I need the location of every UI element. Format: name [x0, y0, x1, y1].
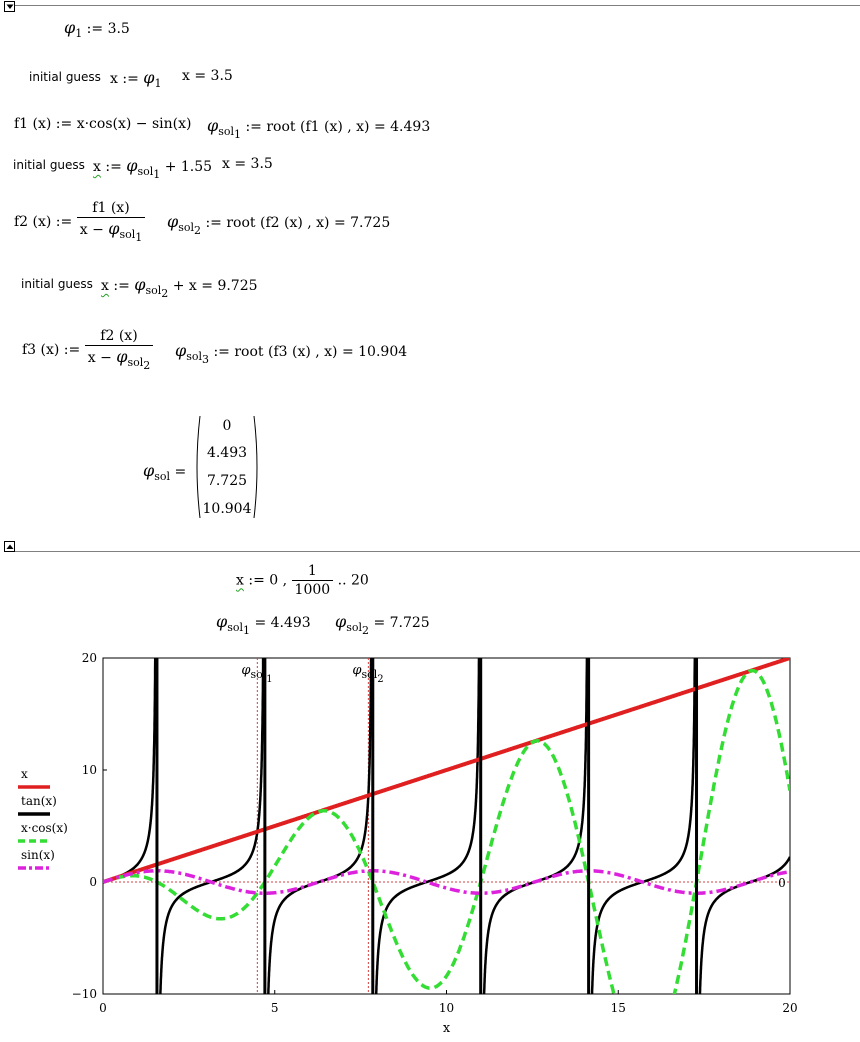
x-assign-phi1[interactable]: x := φ1 [110, 68, 162, 90]
x-assign-phi-sol1[interactable]: x := φsol1 + 1.55 [93, 156, 213, 181]
f1-definition[interactable]: f1 (x) := x·cos(x) − sin(x) [14, 116, 192, 132]
legend-label: x [21, 767, 28, 781]
initial-guess-label-2: initial guess [13, 158, 85, 172]
series-x-line [103, 658, 790, 884]
f3-definition[interactable]: f3 (x) := f2 (x) x − φsol2 [22, 328, 154, 372]
phi-symbol: φ [64, 18, 76, 37]
y-tick-label: 10 [82, 763, 97, 777]
x-tick-label: 0 [99, 1001, 107, 1015]
matrix-brackets [196, 415, 258, 519]
phi-sol1-display[interactable]: φsol1 = 4.493 [216, 612, 311, 637]
series-sin-line [103, 869, 790, 895]
x-tick-label: 5 [271, 1001, 279, 1015]
x-assign-phi-sol2[interactable]: x := φsol2 + x = 9.725 [101, 275, 258, 300]
zero-line-label: 0 [778, 876, 786, 890]
initial-guess-label-3: initial guess [21, 277, 93, 291]
expand-region-button[interactable] [4, 541, 15, 552]
matrix-cell: 0 [222, 418, 232, 434]
f2-fraction: f1 (x) x − φsol1 [76, 200, 146, 244]
x-tick-label: 10 [439, 1001, 454, 1015]
plot-frame [102, 657, 791, 995]
phi-sol2-display[interactable]: φsol2 = 7.725 [335, 612, 430, 637]
triangle-down-icon [6, 4, 14, 9]
y-tick-label: −10 [72, 987, 97, 1001]
x-range-definition[interactable]: x := 0 , 1 1000 .. 20 [236, 563, 369, 598]
initial-guess-label-1: initial guess [29, 70, 101, 84]
region-divider-top [14, 5, 860, 6]
series-xcos-line [103, 668, 790, 994]
legend-label: tan(x) [21, 794, 57, 808]
x-eval-2[interactable]: x = 3.5 [222, 156, 273, 172]
phi-sol-matrix: 0 4.493 7.725 10.904 [193, 414, 261, 520]
x-axis-label: x [443, 1021, 451, 1036]
triangle-up-icon [6, 544, 14, 549]
phi-sol-vector-label[interactable]: φsol = [143, 461, 187, 483]
phi-sol2-root[interactable]: φsol2 := root (f2 (x) , x) = 7.725 [167, 212, 391, 237]
phi1-definition[interactable]: φ1 := 3.5 [64, 18, 130, 40]
series-tan-line [103, 658, 790, 994]
region-divider-bottom [14, 551, 860, 552]
phi-sol3-root[interactable]: φsol3 := root (f3 (x) , x) = 10.904 [175, 341, 408, 366]
x-tick-label: 20 [782, 1001, 797, 1015]
f2-definition[interactable]: f2 (x) := f1 (x) x − φsol1 [14, 200, 146, 244]
y-tick-label: 20 [82, 651, 97, 665]
x-eval-1[interactable]: x = 3.5 [182, 68, 233, 84]
legend-label: sin(x) [21, 848, 55, 862]
x-tick-label: 15 [611, 1001, 626, 1015]
y-tick-label: 0 [89, 875, 97, 889]
phi-sol1-root[interactable]: φsol1 := root (f1 (x) , x) = 4.493 [207, 116, 431, 141]
matrix-cell: 10.904 [202, 501, 252, 517]
matrix-cell: 7.725 [206, 473, 248, 489]
legend-label: x·cos(x) [21, 821, 68, 835]
f3-fraction: f2 (x) x − φsol2 [84, 328, 154, 372]
matrix-cell: 4.493 [206, 445, 248, 461]
plot-series [103, 658, 790, 994]
collapse-region-button[interactable] [4, 1, 15, 12]
